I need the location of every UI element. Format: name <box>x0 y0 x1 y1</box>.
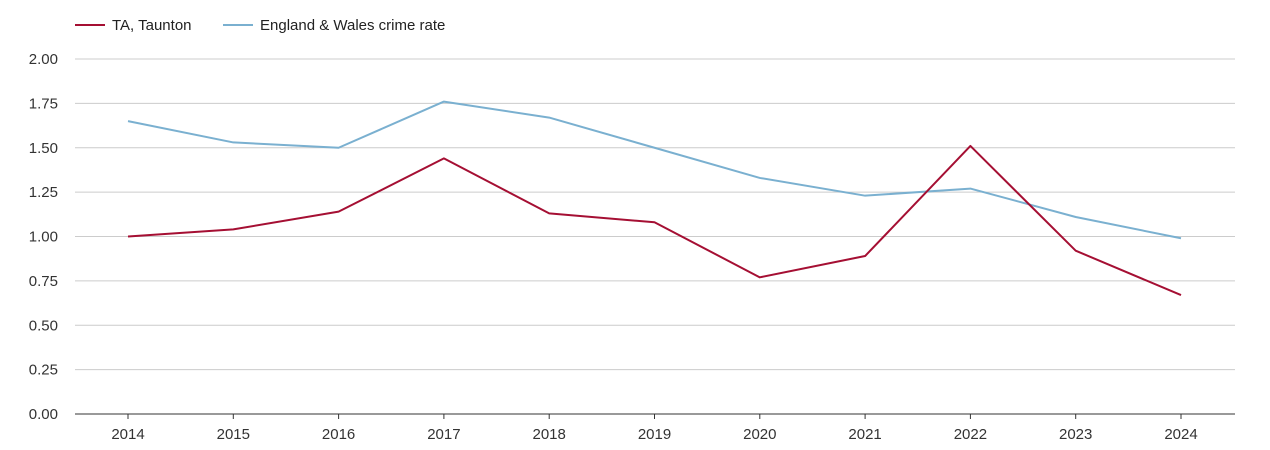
legend-label-1: England & Wales crime rate <box>260 17 445 34</box>
y-tick-label: 2.00 <box>29 51 58 68</box>
x-tick-label: 2024 <box>1164 426 1197 443</box>
x-tick-label: 2019 <box>638 426 671 443</box>
x-tick-label: 2016 <box>322 426 355 443</box>
legend: TA, Taunton England & Wales crime rate <box>75 17 445 34</box>
x-axis: 2014 2015 2016 2017 2018 2019 2020 2021 2022 2023… <box>75 413 1235 443</box>
x-tick-label: 2022 <box>954 426 987 443</box>
x-tick-label: 2018 <box>533 426 566 443</box>
x-tick-label: 2014 <box>111 426 144 443</box>
gridlines <box>75 58 1235 371</box>
y-tick-label: 0.25 <box>29 362 58 379</box>
y-tick-label: 1.50 <box>29 140 58 157</box>
y-axis-ticks: 0.00 0.25 0.50 0.75 1.00 1.25 1.50 1.75 2.00 <box>29 51 58 423</box>
y-tick-label: 1.00 <box>29 229 58 246</box>
series-line-0 <box>127 144 1182 296</box>
x-tick-label: 2020 <box>743 426 776 443</box>
x-tick-label: 2021 <box>848 426 881 443</box>
x-tick-label: 2015 <box>217 426 250 443</box>
y-tick-label: 1.25 <box>29 184 58 201</box>
y-tick-label: 0.75 <box>29 273 58 290</box>
x-tick-label: 2017 <box>427 426 460 443</box>
y-tick-label: 0.50 <box>29 317 58 334</box>
x-tick-label: 2023 <box>1059 426 1092 443</box>
y-tick-label: 1.75 <box>29 95 58 112</box>
legend-label-0: TA, Taunton <box>112 17 192 34</box>
series-line-1 <box>127 100 1182 240</box>
y-tick-label: 0.00 <box>29 406 58 423</box>
series-lines <box>127 100 1182 296</box>
